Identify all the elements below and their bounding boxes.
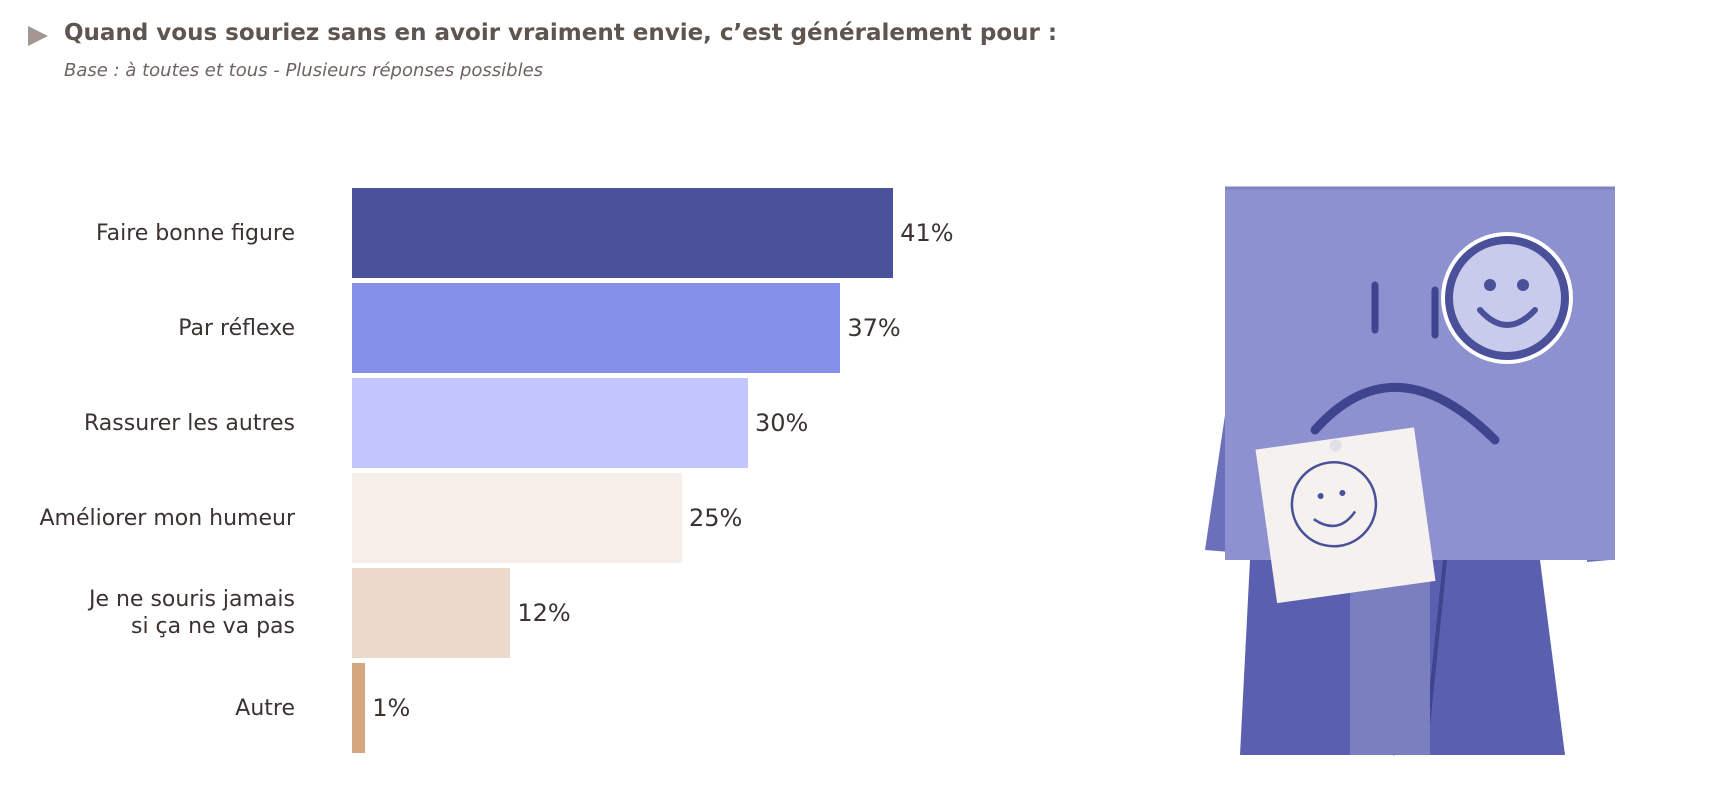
- value-label: 30%: [755, 409, 809, 437]
- bar: [352, 473, 682, 563]
- bar: [352, 378, 748, 468]
- value-label: 41%: [900, 219, 954, 247]
- title-marker: [28, 26, 48, 46]
- bar: [352, 188, 894, 278]
- bar: [352, 568, 511, 658]
- value-label: 25%: [689, 504, 743, 532]
- category-label: Rassurer les autres: [84, 410, 295, 436]
- illustration: [1205, 186, 1615, 756]
- category-label: Je ne souris jamais si ça ne va pas: [88, 587, 295, 639]
- category-label: Autre: [235, 695, 295, 721]
- value-label: 12%: [517, 599, 571, 627]
- bar: [352, 663, 366, 753]
- chart-title: Quand vous souriez sans en avoir vraimen…: [64, 20, 1058, 46]
- category-label: Faire bonne figure: [95, 220, 295, 246]
- value-label: 1%: [372, 694, 411, 722]
- bar: [352, 283, 841, 373]
- category-label: Améliorer mon humeur: [39, 505, 295, 531]
- bar-chart: Faire bonne figure 41% Par réflexe 37% Rassu…: [39, 188, 954, 753]
- category-label: Par réflexe: [178, 315, 295, 341]
- value-label: 37%: [847, 314, 901, 342]
- chart-subtitle: Base : à toutes et tous - Plusieurs répo…: [64, 60, 544, 81]
